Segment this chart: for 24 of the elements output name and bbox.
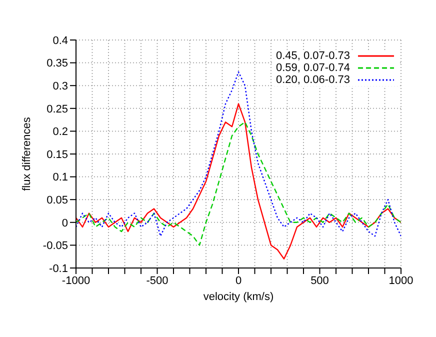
x-tick-label: -500 [146, 274, 168, 287]
y-tick-label: 0 [62, 217, 68, 230]
line-series [76, 103, 401, 260]
y-tick-label: 0.4 [52, 34, 68, 47]
x-tick-label: -1000 [62, 274, 90, 287]
y-tick-label: 0.1 [52, 172, 68, 184]
x-tick-label: 500 [310, 274, 329, 287]
y-tick-label: -0.05 [42, 240, 68, 252]
y-axis-title: flux differences [20, 116, 33, 191]
y-tick-label: 0.25 [46, 103, 68, 116]
y-tick-label: 0.35 [46, 58, 68, 70]
y-tick-label: 0.3 [52, 80, 68, 93]
y-tick-label: 0.2 [52, 126, 68, 138]
y-tick-label: 0.05 [46, 194, 68, 207]
legend-label: 0.45, 0.07-0.73 [276, 50, 350, 62]
x-tick-label: 1000 [388, 274, 414, 287]
legend-label: 0.20, 0.06-0.73 [276, 74, 350, 86]
line-series [76, 121, 401, 246]
x-tick-label: 0 [235, 274, 242, 287]
y-tick-label: -0.1 [49, 262, 68, 275]
legend-label: 0.59, 0.07-0.74 [276, 62, 350, 74]
x-axis-title: velocity (km/s) [203, 291, 274, 303]
line-series [76, 71, 401, 237]
y-tick-label: 0.15 [46, 148, 68, 161]
